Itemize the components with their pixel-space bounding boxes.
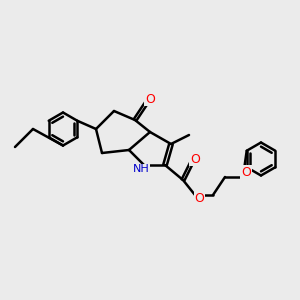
Text: O: O	[195, 191, 204, 205]
Text: NH: NH	[133, 164, 149, 175]
Text: O: O	[190, 152, 200, 166]
Text: O: O	[145, 92, 155, 106]
Text: O: O	[241, 166, 251, 179]
